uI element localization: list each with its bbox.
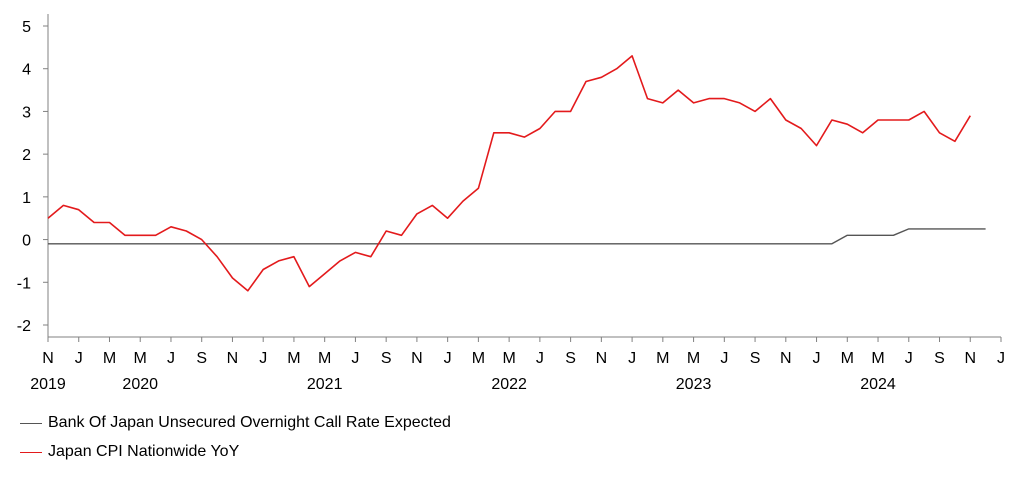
x-tick-label: M (134, 350, 147, 367)
x-tick-label: M (287, 350, 300, 367)
y-tick-label: 2 (22, 147, 31, 164)
y-tick-label: 5 (22, 19, 31, 36)
chart-axes (47, 14, 1001, 338)
x-tick-label: J (75, 350, 83, 367)
y-tick-label: 1 (22, 190, 31, 207)
x-tick-label: M (502, 350, 515, 367)
x-tick-label: J (444, 350, 452, 367)
legend-item-call-rate: Bank Of Japan Unsecured Overnight Call R… (20, 414, 451, 432)
x-tick-label: S (381, 350, 392, 367)
x-year-label: 2023 (676, 376, 712, 393)
y-tick-label: -1 (17, 275, 31, 292)
x-tick-label: M (472, 350, 485, 367)
x-tick-label: N (42, 350, 54, 367)
legend-item-cpi: Japan CPI Nationwide YoY (20, 443, 239, 461)
x-axis-ticks: NJMMJSNJMMJSNJMMJSNJMMJSNJMMJSNJMMJSNJ (42, 337, 1005, 367)
series-lines (47, 55, 986, 292)
x-tick-label: J (720, 350, 728, 367)
x-year-label: 2020 (122, 376, 158, 393)
legend-swatch-call-rate (20, 422, 42, 424)
x-tick-label: S (934, 350, 945, 367)
x-tick-label: J (813, 350, 821, 367)
x-tick-label: M (871, 350, 884, 367)
y-tick-label: 3 (22, 104, 31, 121)
x-tick-label: N (411, 350, 423, 367)
x-year-label: 2022 (491, 376, 527, 393)
series-line-cpi (47, 55, 971, 292)
x-tick-label: M (656, 350, 669, 367)
x-tick-label: N (227, 350, 239, 367)
x-tick-label: M (103, 350, 116, 367)
x-tick-label: S (750, 350, 761, 367)
x-tick-label: J (351, 350, 359, 367)
legend-label-cpi: Japan CPI Nationwide YoY (48, 443, 240, 460)
x-axis-year-labels: 2019 2020 2021 2022 2023 2024 (30, 376, 896, 393)
x-tick-label: N (596, 350, 608, 367)
x-tick-label: J (536, 350, 544, 367)
x-tick-label: J (997, 350, 1005, 367)
x-tick-label: J (905, 350, 913, 367)
x-tick-label: N (780, 350, 792, 367)
legend-label-call-rate: Bank Of Japan Unsecured Overnight Call R… (48, 414, 451, 431)
x-year-label: 2024 (860, 376, 896, 393)
y-tick-label: 0 (22, 233, 31, 250)
x-tick-label: M (841, 350, 854, 367)
x-tick-label: M (687, 350, 700, 367)
legend-swatch-cpi (20, 451, 42, 453)
x-tick-label: J (167, 350, 175, 367)
x-tick-label: M (318, 350, 331, 367)
x-year-label: 2019 (30, 376, 66, 393)
y-tick-label: -2 (17, 318, 31, 335)
x-tick-label: S (196, 350, 207, 367)
series-line-call-rate (48, 228, 986, 245)
x-tick-label: J (259, 350, 267, 367)
x-year-label: 2021 (307, 376, 343, 393)
x-tick-label: J (628, 350, 636, 367)
y-tick-label: 4 (22, 62, 31, 79)
y-axis-ticks: -2 -1 0 1 2 3 4 5 (17, 19, 48, 335)
x-tick-label: S (565, 350, 576, 367)
x-tick-label: N (964, 350, 976, 367)
